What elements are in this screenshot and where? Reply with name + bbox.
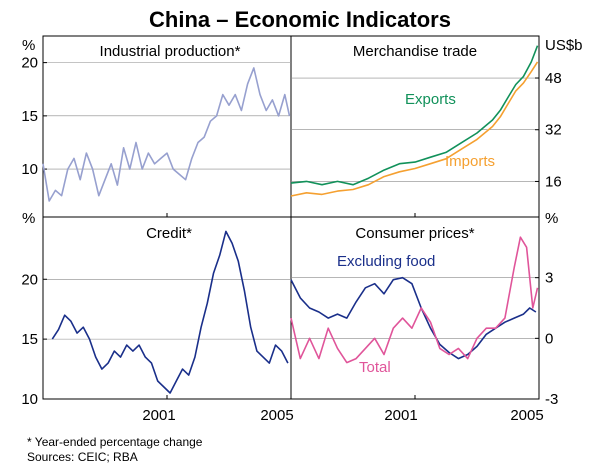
- y-tick-label-cpi-2: 3: [545, 270, 553, 287]
- unit-label-bottom-left: %: [22, 210, 35, 227]
- y-tick-label-trade-1: 32: [545, 122, 562, 139]
- series-label-exports: Exports: [405, 91, 456, 108]
- footnote-year-ended: * Year-ended percentage change: [27, 435, 203, 449]
- y-tick-label-credit-0: 10: [21, 391, 38, 408]
- x-tick-label-2001-left: 2001: [142, 407, 175, 424]
- series-line-trade-imports: [290, 61, 539, 197]
- series-line-trade-exports: [290, 45, 539, 186]
- unit-label-top-right: US$b: [545, 37, 583, 54]
- series-label-imports: Imports: [445, 153, 495, 170]
- x-tick-label-2001-right: 2001: [384, 407, 417, 424]
- y-tick-label-trade-0: 16: [545, 173, 562, 190]
- panel-title-cpi: Consumer prices*: [355, 225, 474, 242]
- plot-layer: 10 15 20 16 32 48 Exports Imports 10 15 20 -3 0 3 Excl…: [21, 45, 562, 408]
- panel-title-trade: Merchandise trade: [353, 43, 477, 60]
- x-tick-label-2005-left: 2005: [260, 407, 293, 424]
- series-line-industrial-industrial-production: [42, 67, 291, 202]
- unit-label-top-left: %: [22, 37, 35, 54]
- y-tick-label-industrial-2: 20: [21, 55, 38, 72]
- series-label-total: Total: [359, 359, 391, 376]
- panel-title-credit: Credit*: [146, 225, 192, 242]
- y-tick-label-cpi-0: -3: [545, 391, 558, 408]
- series-label-excluding-food: Excluding food: [337, 253, 435, 270]
- x-tick-label-2005-right: 2005: [510, 407, 543, 424]
- unit-label-bottom-right: %: [545, 210, 558, 227]
- series-line-cpi-excluding-food: [290, 276, 537, 360]
- y-tick-label-credit-2: 20: [21, 271, 38, 288]
- y-tick-label-cpi-1: 0: [545, 330, 553, 347]
- y-tick-label-industrial-0: 10: [21, 161, 38, 178]
- y-tick-label-credit-1: 15: [21, 331, 38, 348]
- panel-title-industrial: Industrial production*: [100, 43, 241, 60]
- chart-title: China – Economic Indicators: [149, 7, 451, 32]
- series-line-cpi-total: [290, 236, 539, 364]
- y-tick-label-industrial-1: 15: [21, 108, 38, 125]
- y-tick-label-trade-2: 48: [545, 70, 562, 87]
- series-line-credit-credit: [51, 230, 289, 394]
- footnote-sources: Sources: CEIC; RBA: [27, 450, 138, 464]
